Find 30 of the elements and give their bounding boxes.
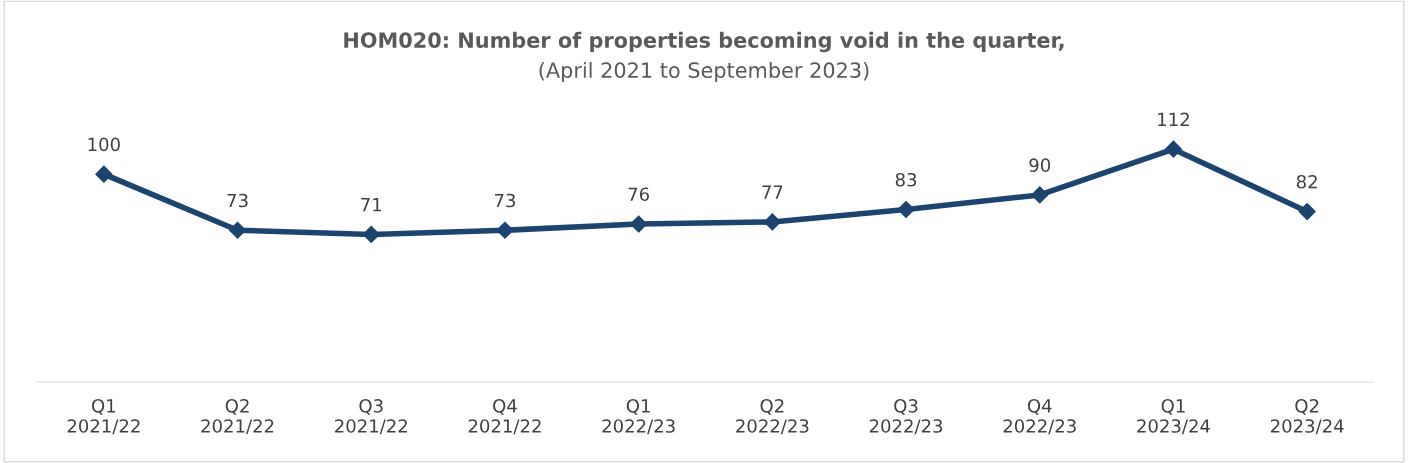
x-tick-label: Q1 2023/24 (1137, 398, 1210, 435)
data-label: 100 (88, 137, 120, 152)
point (1164, 140, 1183, 158)
data-label: 112 (1158, 112, 1189, 126)
chart-subtitle: (April 2021 to September 2023) (539, 61, 869, 83)
x-tick-label: Q2 2021/22 (201, 398, 274, 435)
x-tick-label: Q3 2022/23 (869, 398, 943, 435)
point (897, 200, 915, 219)
data-label: 73 (494, 193, 515, 208)
point (95, 165, 113, 183)
x-tick-label: Q1 2021/22 (67, 398, 140, 435)
x-tick-label: Q1 2022/23 (602, 398, 675, 435)
data-label: 73 (227, 193, 248, 208)
data-label: 77 (762, 185, 783, 199)
data-label: 71 (361, 198, 382, 212)
point (1298, 203, 1316, 221)
data-label: 82 (1296, 174, 1317, 189)
point (496, 221, 514, 239)
x-tick-label: Q2 2022/23 (736, 398, 809, 435)
data-label: 76 (628, 187, 649, 202)
chart-title: HOM020: Number of properties becoming void in the quarter, (344, 31, 1064, 53)
point (763, 213, 781, 231)
x-tick-label: Q4 2021/22 (468, 398, 541, 435)
x-tick-label: Q2 2023/24 (1270, 398, 1344, 435)
x-tick-label: Q4 2022/23 (1003, 398, 1076, 435)
point (1031, 186, 1049, 204)
x-tick-label: Q3 2021/22 (335, 398, 407, 435)
data-label: 90 (1029, 158, 1051, 172)
point (630, 215, 648, 233)
data-label: 83 (895, 172, 917, 187)
